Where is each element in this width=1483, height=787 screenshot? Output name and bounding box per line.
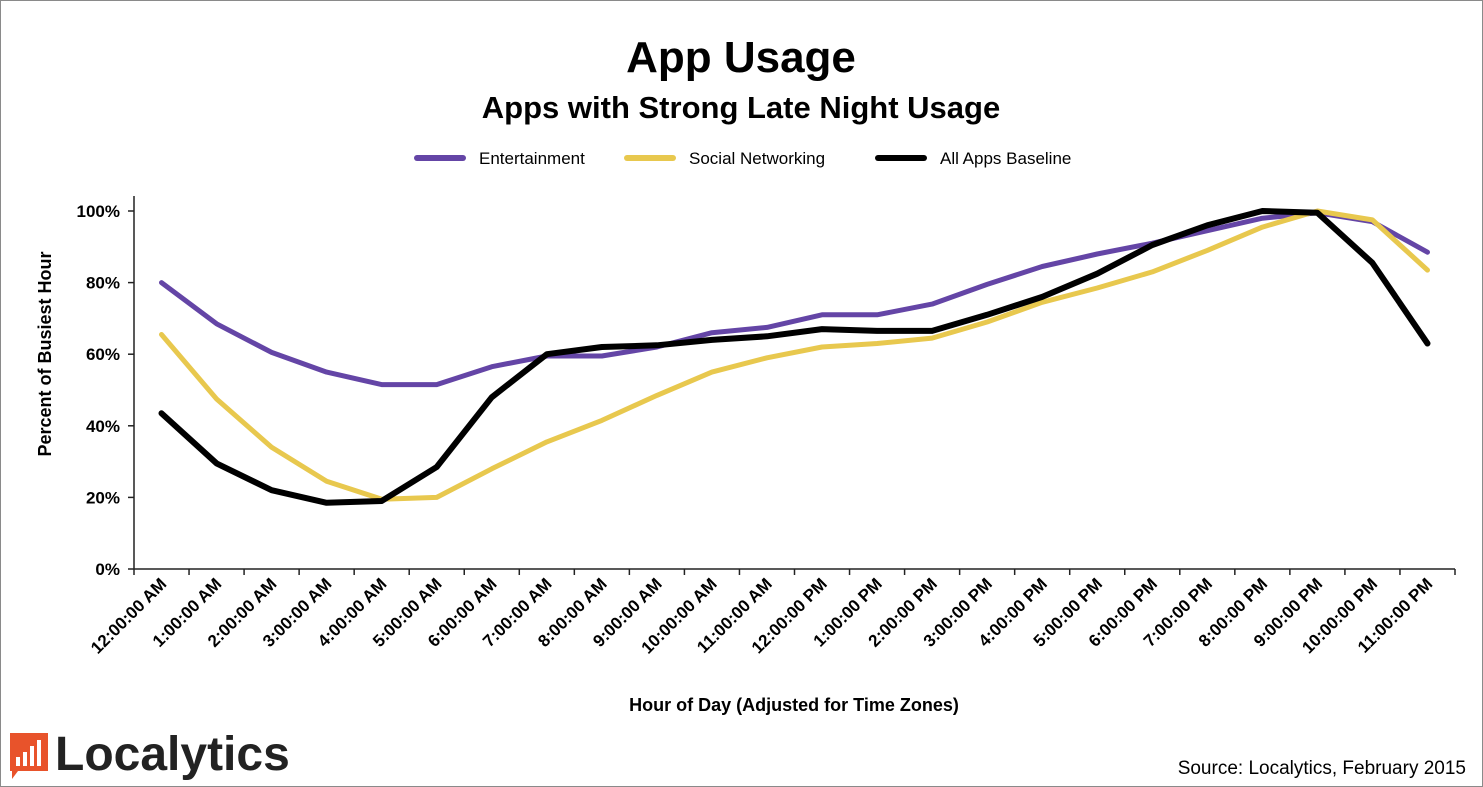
series-lines bbox=[158, 208, 1431, 506]
x-axis-title: Hour of Day (Adjusted for Time Zones) bbox=[629, 695, 959, 715]
localytics-bars-icon bbox=[10, 733, 48, 779]
y-axis-title: Percent of Busiest Hour bbox=[35, 251, 55, 456]
legend-label: All Apps Baseline bbox=[940, 149, 1071, 168]
series-line-entertainment bbox=[159, 210, 1430, 388]
legend-label: Social Networking bbox=[689, 149, 825, 168]
y-tick-label: 100% bbox=[77, 202, 120, 221]
legend: Entertainment Social Networking All Apps B… bbox=[414, 149, 1071, 168]
y-tick-label: 60% bbox=[86, 345, 120, 364]
legend-label: Entertainment bbox=[479, 149, 585, 168]
source-note: Source: Localytics, February 2015 bbox=[1178, 758, 1466, 779]
chart-subtitle: Apps with Strong Late Night Usage bbox=[482, 90, 1000, 125]
y-tick-label: 40% bbox=[86, 417, 120, 436]
localytics-logo: Localytics bbox=[10, 728, 290, 781]
y-tick-label: 20% bbox=[86, 488, 120, 507]
x-axis-ticks: 12:00:00 AM1:00:00 AM2:00:00 AM3:00:00 A… bbox=[87, 569, 1456, 658]
y-tick-label: 80% bbox=[86, 274, 120, 293]
y-tick-label: 0% bbox=[95, 560, 120, 579]
y-axis-ticks: 0% 20% 40% 60% 80% 100% bbox=[77, 202, 134, 579]
series-line-social-networking bbox=[159, 208, 1430, 502]
series-line-all-apps-baseline bbox=[158, 208, 1431, 506]
chart-title: App Usage bbox=[626, 33, 856, 82]
brand-name: Localytics bbox=[55, 728, 290, 781]
